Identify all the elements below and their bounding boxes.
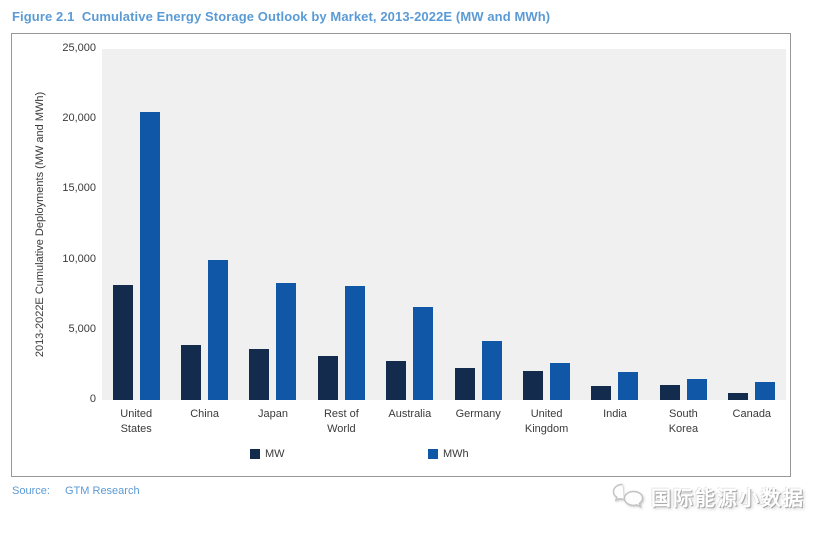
x-label-canada: Canada [718, 407, 786, 422]
x-label-germany: Germany [444, 407, 512, 422]
bar-mwh-japan [276, 283, 297, 400]
legend-swatch-mwh [428, 449, 438, 459]
x-label-line: China [190, 408, 219, 420]
legend-swatch-mw [250, 449, 260, 459]
x-label-line: Germany [455, 408, 501, 420]
x-label-line: United [120, 408, 153, 420]
watermark: 国际能源小数据 [612, 482, 805, 511]
x-label-india: India [581, 407, 649, 422]
legend-item-mw: MW [250, 448, 285, 460]
y-tick-15000: 15,000 [62, 182, 96, 195]
y-tick-10000: 10,000 [62, 252, 96, 265]
x-label-line: South [669, 408, 698, 420]
x-label-line: Canada [732, 408, 772, 420]
x-label-united-states: United States [102, 407, 170, 437]
bar-mw-rest-of-world [317, 356, 338, 400]
bar-mwh-germany [481, 341, 502, 400]
y-tick-5000: 5,000 [68, 322, 96, 335]
figure-title: Figure 2.1 Cumulative Energy Storage Out… [12, 9, 551, 24]
y-tick-20000: 20,000 [62, 112, 96, 125]
x-label-line: Rest of [323, 408, 359, 420]
bar-mw-china [181, 345, 202, 400]
source-value: GTM Research [65, 485, 140, 497]
legend-label-mwh: MWh [443, 448, 469, 460]
bar-mw-canada [728, 393, 749, 400]
bar-group-canada [718, 49, 786, 400]
bar-mwh-china [208, 260, 229, 400]
chat-bubbles-icon [612, 483, 645, 510]
y-tick-0: 0 [89, 393, 96, 405]
bar-group-united-kingdom [512, 49, 580, 400]
source-label: Source: [12, 485, 50, 497]
bar-mwh-australia [413, 307, 434, 400]
bar-mwh-united-kingdom [550, 363, 571, 400]
plot-area [102, 49, 786, 400]
watermark-text: 国际能源小数据 [651, 488, 805, 510]
bar-group-south-korea [649, 49, 717, 400]
bar-group-india [581, 49, 649, 400]
y-axis-title: 2013-2022E Cumulative Deployments (MW an… [34, 91, 46, 358]
bar-group-china [170, 49, 238, 400]
bar-mwh-south-korea [686, 379, 707, 400]
bar-mw-united-states [112, 285, 133, 400]
bar-mw-united-kingdom [523, 371, 544, 400]
bar-mwh-india [618, 372, 639, 400]
y-tick-25000: 25,000 [62, 42, 96, 54]
chart-frame: 2013-2022E Cumulative Deployments (MW an… [11, 33, 791, 477]
x-label-line: Japan [258, 408, 288, 420]
bar-mw-australia [386, 361, 407, 400]
bar-group-united-states [102, 49, 170, 400]
bar-group-germany [444, 49, 512, 400]
x-label-japan: Japan [239, 407, 307, 422]
x-label-rest-of-world: Rest of World [307, 407, 375, 437]
bar-mwh-canada [755, 382, 776, 400]
x-label-line: Kingdom [524, 422, 569, 435]
bar-mwh-rest-of-world [344, 286, 365, 400]
x-label-south-korea: South Korea [649, 407, 717, 437]
legend-label-mw: MW [265, 448, 285, 460]
bar-mw-germany [454, 368, 475, 400]
x-label-australia: Australia [376, 407, 444, 422]
bar-group-rest-of-world [307, 49, 375, 400]
x-label-united-kingdom: United Kingdom [512, 407, 580, 437]
bar-mw-japan [249, 349, 270, 400]
bar-group-australia [376, 49, 444, 400]
bar-mwh-united-states [139, 112, 160, 400]
legend-item-mwh: MWh [428, 448, 469, 460]
x-label-line: States [120, 422, 152, 435]
x-label-china: China [170, 407, 238, 422]
x-label-line: World [327, 422, 356, 435]
x-label-line: United [530, 408, 563, 420]
bar-mw-south-korea [659, 385, 680, 400]
bar-group-japan [239, 49, 307, 400]
x-label-line: Korea [668, 422, 699, 435]
bar-mw-india [591, 386, 612, 400]
x-label-line: Australia [388, 408, 432, 420]
x-label-line: India [603, 408, 627, 420]
